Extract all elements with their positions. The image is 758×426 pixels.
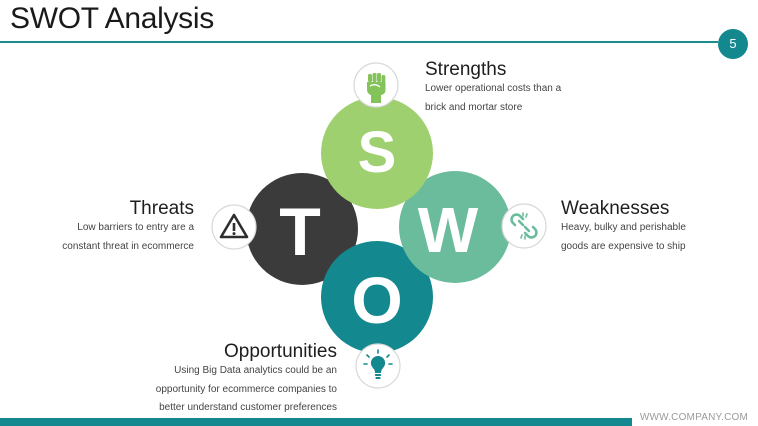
opportunities-heading: Opportunities [223,341,337,362]
warning-icon [211,204,257,250]
weaknesses-heading: Weaknesses [561,198,670,219]
strengths-description: Lower operational costs than a brick and… [425,80,561,117]
threats-circle [246,173,358,285]
strengths-desc-line: Lower operational costs than a [425,83,562,94]
threats-letter: T [279,194,321,270]
weaknesses-desc-line: Heavy, bulky and perishable [561,222,686,233]
threats-heading: Threats [129,198,194,219]
raised-fist-icon [353,62,399,108]
weaknesses-circle [399,171,511,283]
threats-desc-line: constant threat in ecommerce [62,240,194,252]
strengths-desc-line: brick and mortar store [425,101,523,113]
opportunities-circle [321,241,433,353]
opportunities-description: Using Big Data analytics could be an opp… [156,362,337,418]
page-number-badge: 5 [718,29,748,59]
weaknesses-desc-line: goods are expensive to ship [561,240,686,252]
lightbulb-icon [355,343,401,389]
strengths-letter: S [358,120,397,185]
opportunities-desc-line: Using Big Data analytics could be an [174,365,337,376]
broken-link-icon [501,203,547,249]
opportunities-desc-line: better understand customer preferences [159,402,337,413]
title-divider [0,41,718,43]
weaknesses-letter: W [418,194,479,266]
footer-bar [0,418,632,426]
weaknesses-description: Heavy, bulky and perishable goods are ex… [561,219,686,256]
threats-desc-line: Low barriers to entry are a [77,222,194,233]
opportunities-desc-line: opportunity for ecommerce companies to [155,383,337,395]
strengths-heading: Strengths [425,59,507,80]
threats-description: Low barriers to entry are a constant thr… [62,219,194,256]
opportunities-letter: O [351,263,402,337]
strengths-circle [321,97,433,209]
footer-url: WWW.COMPANY.COM [639,412,748,423]
slide-title: SWOT Analysis [10,2,214,35]
